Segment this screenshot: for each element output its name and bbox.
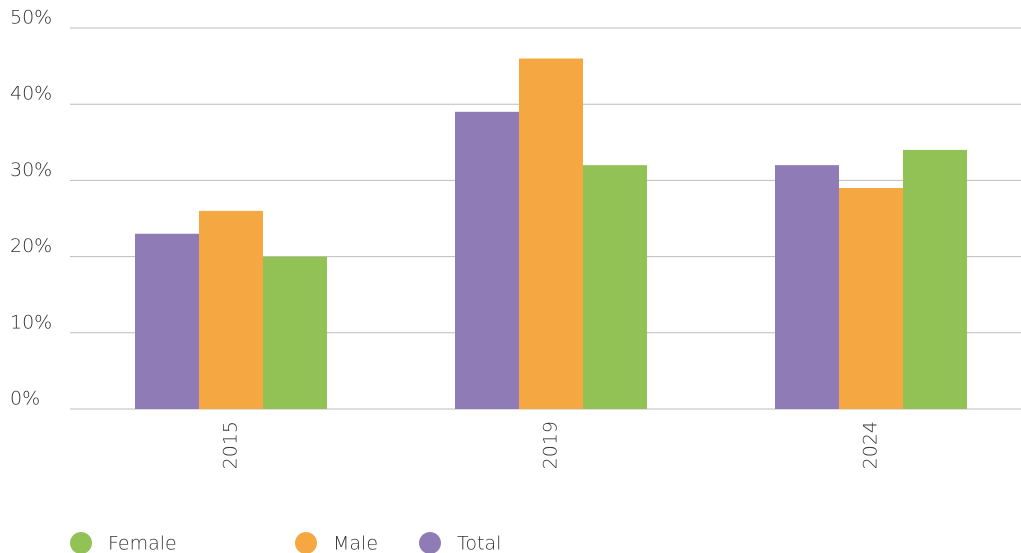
bar: [903, 149, 967, 410]
bar: [263, 256, 327, 409]
legend-label: Male: [333, 533, 378, 553]
legend-label: Total: [457, 533, 501, 553]
x-tick-label: 2024: [860, 421, 882, 469]
x-tick-label: 2015: [220, 421, 242, 469]
bar: [199, 210, 263, 409]
y-tick-label: 50%: [10, 7, 52, 29]
bar: [519, 58, 583, 409]
y-tick-label: 30%: [10, 159, 52, 181]
legend-swatch: [419, 532, 441, 553]
y-tick-label: 10%: [10, 311, 52, 333]
bar: [775, 165, 839, 409]
bar: [135, 233, 199, 409]
y-tick-label: 20%: [10, 235, 52, 257]
bar: [455, 111, 519, 409]
legend-label: Female: [108, 533, 177, 553]
y-tick-label: 40%: [10, 83, 52, 105]
legend-swatch: [70, 532, 92, 553]
y-tick-label: 0%: [10, 388, 40, 410]
legend-swatch: [295, 532, 317, 553]
bar: [583, 165, 647, 409]
x-tick-label: 2019: [540, 421, 562, 469]
bar: [839, 188, 903, 409]
